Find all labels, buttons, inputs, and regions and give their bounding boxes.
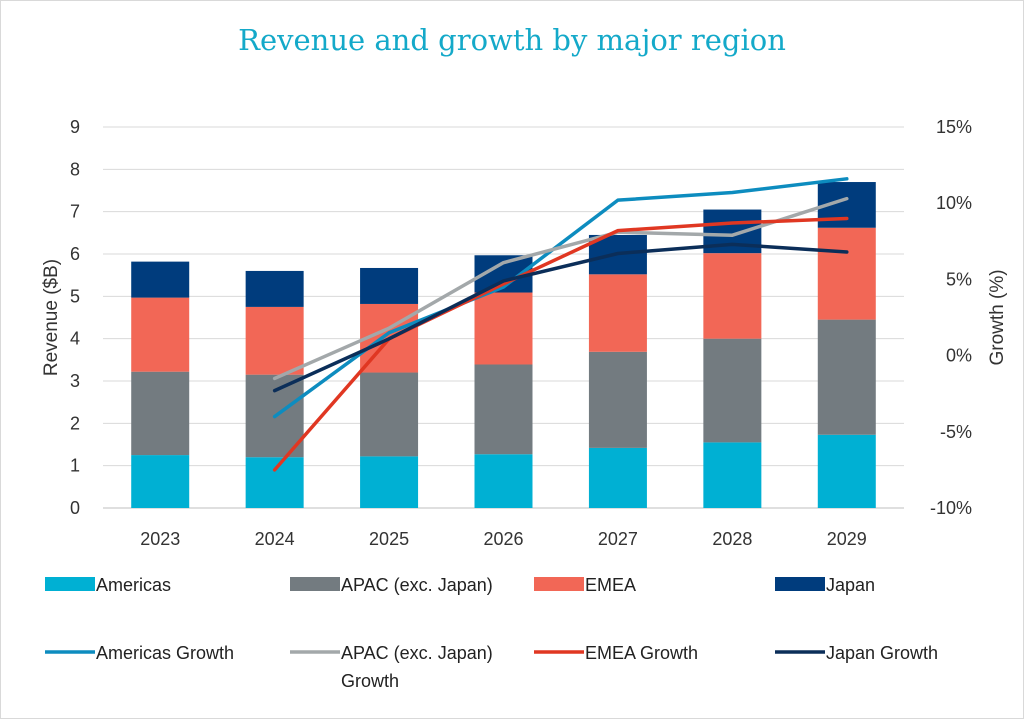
legend-swatch [534,577,584,591]
bar-segment [474,364,533,455]
y2-tick-label: 10% [936,193,972,213]
y2-tick-label: -5% [940,422,972,442]
y2-tick-label: -10% [930,498,972,518]
legend-swatch [775,577,825,591]
growth-line [272,242,849,393]
x-tick-label: 2023 [140,529,180,549]
y-tick-label: 2 [70,413,80,433]
bar-segment [131,455,190,508]
legend-label: Americas Growth [96,643,234,663]
bar-segment [703,253,762,339]
x-tick-label: 2025 [369,529,409,549]
bar-segment [245,306,304,375]
legend-swatch [45,577,95,591]
legend-label: APAC (exc. Japan) [341,575,493,595]
y-tick-label: 4 [70,329,80,349]
bar-segment [245,270,304,307]
bar-segment [474,292,533,365]
legend-label: EMEA Growth [585,643,698,663]
y-axis-title: Revenue ($B) [41,259,62,376]
legend-label: Americas [96,575,171,595]
growth-line [272,216,849,472]
x-tick-label: 2026 [483,529,523,549]
y2-tick-label: 0% [946,346,972,366]
y2-tick-label: 5% [946,269,972,289]
bar-segment [703,338,762,443]
bar-segment [817,227,876,320]
bar-segment [245,457,304,508]
legend-label: Japan [826,575,875,595]
bar-segment [588,351,647,448]
bar-segment [360,372,419,457]
y2-tick-label: 15% [936,117,972,137]
y-tick-label: 5 [70,286,80,306]
bar-segment [131,261,190,298]
bar-segment [588,447,647,508]
bar-segment [703,442,762,508]
bar-segment [474,454,533,508]
y-tick-label: 3 [70,371,80,391]
y2-axis-title: Growth (%) [987,269,1008,365]
y-tick-label: 0 [70,498,80,518]
x-tick-label: 2029 [827,529,867,549]
bar-segment [817,319,876,435]
legend-swatch [290,577,340,591]
growth-line [272,196,849,381]
x-tick-label: 2027 [598,529,638,549]
x-tick-label: 2028 [712,529,752,549]
y-tick-label: 9 [70,117,80,137]
y-tick-label: 6 [70,244,80,264]
bar-segment [360,456,419,508]
bar-segment [131,371,190,456]
bar-segment [131,297,190,372]
y-tick-label: 8 [70,159,80,179]
x-tick-label: 2024 [255,529,295,549]
legend-label: Growth [341,671,399,691]
y-tick-label: 7 [70,202,80,222]
chart-title: Revenue and growth by major region [238,23,786,57]
legend-label: APAC (exc. Japan) [341,643,493,663]
bar-segment [588,274,647,352]
legend-label: Japan Growth [826,643,938,663]
y-tick-label: 1 [70,456,80,476]
legend-label: EMEA [585,575,636,595]
bar-segment [817,434,876,508]
bar-segment [360,267,419,304]
